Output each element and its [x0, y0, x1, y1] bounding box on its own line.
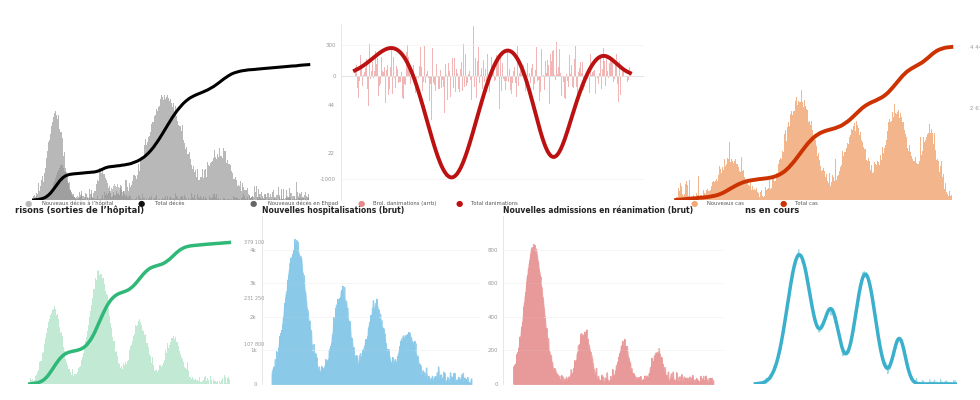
Text: ●: ● — [358, 199, 365, 208]
Text: ●: ● — [24, 199, 31, 208]
Text: Total danimations: Total danimations — [471, 201, 518, 206]
Text: ●: ● — [137, 199, 144, 208]
Text: Total cas: Total cas — [795, 201, 817, 206]
Text: ●: ● — [456, 199, 463, 208]
Text: Brol. danimations (arrb): Brol. danimations (arrb) — [373, 201, 437, 206]
Text: risons (sorties de l’hôpital): risons (sorties de l’hôpital) — [16, 206, 144, 215]
Text: ●: ● — [250, 199, 257, 208]
Text: ●: ● — [779, 199, 786, 208]
Text: ns en cours: ns en cours — [746, 206, 800, 215]
Text: Total décès: Total décès — [155, 201, 184, 206]
Text: Nouvelles hospitalisations (brut): Nouvelles hospitalisations (brut) — [262, 206, 404, 215]
Text: Nouveaux décès à l’hôpital: Nouveaux décès à l’hôpital — [42, 200, 114, 206]
Text: ●: ● — [691, 199, 698, 208]
Text: Nouveaux décès en Ehpad: Nouveaux décès en Ehpad — [268, 200, 338, 206]
Text: Nouveaux cas: Nouveaux cas — [707, 201, 744, 206]
Text: Nouvelles admissions en réanimation (brut): Nouvelles admissions en réanimation (bru… — [504, 206, 694, 215]
